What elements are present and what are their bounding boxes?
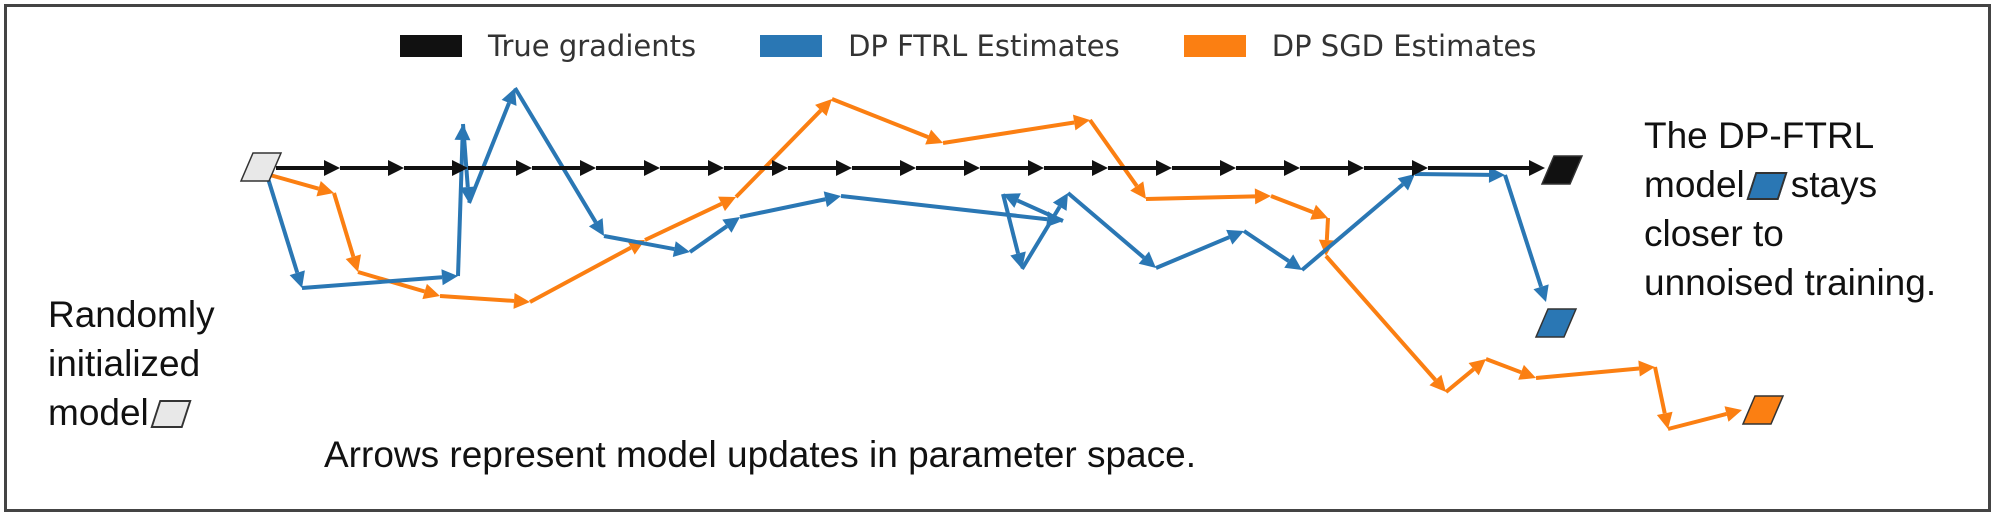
right-annotation-line1: The DP-FTRL: [1644, 115, 1875, 156]
sgd-update-arrow: [529, 240, 645, 304]
ftrl-update-arrow: [1155, 229, 1244, 270]
true-gradient-arrow: [340, 160, 404, 176]
legend-item-ftrl: DP FTRL Estimates: [760, 29, 1120, 63]
legend-swatch-ftrl: [760, 35, 823, 57]
ftrl-update-arrow: [1066, 191, 1156, 268]
left-annotation: Randomly initialized model: [48, 290, 215, 437]
sgd-update-arrow: [269, 173, 334, 197]
ftrl-model-marker-icon: [1746, 172, 1788, 200]
right-annotation: The DP-FTRL model stays closer to unnoise…: [1644, 111, 1936, 307]
right-annotation-line4: unnoised training.: [1644, 262, 1937, 303]
legend-label-sgd: DP SGD Estimates: [1271, 29, 1537, 63]
ftrl-update-arrow: [513, 86, 604, 236]
true-gradient-arrow: [1364, 160, 1428, 176]
legend-label-true: True gradients: [488, 29, 697, 63]
sgd-update-arrow: [942, 114, 1090, 145]
true-gradient-arrow: [660, 160, 724, 176]
sgd-update-arrow: [734, 99, 832, 199]
ftrl-update-arrow: [459, 123, 476, 203]
ftrl-update-arrow: [1242, 229, 1302, 270]
left-annotation-line1: Randomly: [48, 294, 215, 335]
ftrl-update-arrow: [467, 88, 517, 204]
true-gradient-arrow: [852, 160, 916, 176]
sgd-model-marker: [1741, 395, 1785, 425]
true-gradient-arrow: [1236, 160, 1300, 176]
true-gradient-arrow: [468, 160, 532, 176]
sgd-update-arrow: [1653, 366, 1673, 429]
init-model-marker: [239, 152, 283, 182]
ftrl-update-arrow: [840, 194, 1063, 228]
ftrl-update-arrow: [301, 269, 458, 290]
legend-swatch-true: [400, 35, 462, 57]
ftrl-model-marker: [1534, 308, 1578, 338]
true-gradient-arrow: [788, 160, 852, 176]
legend-item-sgd: DP SGD Estimates: [1183, 29, 1537, 63]
true-gradient-arrow: [1044, 160, 1108, 176]
ftrl-update-arrow: [264, 171, 305, 288]
sgd-update-arrow: [1485, 357, 1536, 380]
ftrl-update-arrow: [1503, 174, 1549, 302]
true-gradient-arrow: [980, 160, 1044, 176]
true-gradient-arrow: [1428, 160, 1545, 176]
true-gradient-arrow: [1108, 160, 1172, 176]
sgd-update-arrow: [644, 196, 736, 242]
legend-label-ftrl: DP FTRL Estimates: [848, 29, 1120, 63]
true-gradient-arrow: [596, 160, 660, 176]
sgd-update-arrow: [1088, 118, 1146, 199]
caption: Arrows represent model updates in parame…: [324, 434, 1196, 475]
ftrl-update-arrow: [1414, 166, 1505, 183]
left-annotation-line2: initialized: [48, 343, 201, 384]
true-gradient-arrow: [1300, 160, 1364, 176]
ftrl-update-arrow: [1001, 193, 1026, 269]
true-model-marker: [1540, 155, 1584, 185]
sgd-update-arrow: [1324, 254, 1446, 392]
sgd-update-arrow: [1145, 188, 1271, 205]
sgd-update-arrow: [831, 97, 943, 145]
true-gradient-arrow: [276, 160, 340, 176]
true-gradient-arrow: [1172, 160, 1236, 176]
paths-layer: [264, 86, 1742, 431]
sgd-update-arrow: [1667, 406, 1742, 431]
legend-item-true: True gradients: [400, 29, 696, 63]
ftrl-update-arrow: [1020, 193, 1068, 271]
left-annotation-line3: model: [48, 388, 215, 437]
sgd-update-arrow: [1270, 194, 1328, 220]
sgd-update-arrow: [357, 270, 440, 300]
sgd-update-arrow: [1444, 359, 1486, 394]
right-annotation-line3: closer to: [1644, 213, 1784, 254]
true-gradient-arrow: [916, 160, 980, 176]
legend: True gradients DP FTRL Estimates DP SGD …: [400, 26, 1600, 66]
ftrl-update-arrow: [603, 234, 690, 257]
init-model-marker-icon: [150, 400, 192, 428]
ftrl-update-arrow: [688, 217, 740, 254]
legend-swatch-sgd: [1183, 35, 1246, 57]
true-gradient-arrow: [404, 160, 468, 176]
sgd-update-arrow: [332, 192, 362, 272]
markers-layer: [239, 152, 1785, 425]
true-gradient-arrow: [532, 160, 596, 176]
ftrl-update-arrow: [1300, 174, 1415, 272]
ftrl-update-arrow: [739, 191, 841, 219]
sgd-update-arrow: [1535, 360, 1655, 380]
figure-border: [4, 4, 1991, 512]
true-gradient-arrow: [724, 160, 788, 176]
right-annotation-line2: model stays: [1644, 164, 1878, 205]
sgd-update-arrow: [439, 292, 530, 309]
